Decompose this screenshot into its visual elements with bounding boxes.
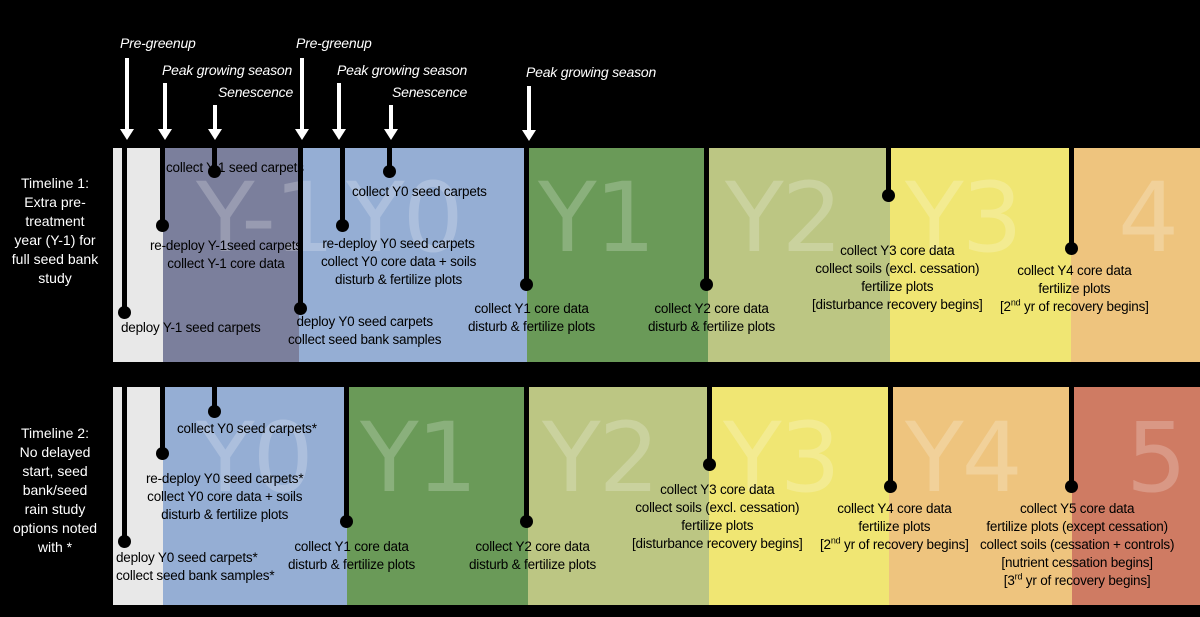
year-label-y4: Y4 [905, 402, 1023, 514]
year-label-y1: Y1 [538, 162, 656, 274]
pin [212, 387, 217, 410]
pin [704, 148, 709, 283]
note-redeploy-y0: re-deploy Y0 seed carpets collect Y0 core… [321, 236, 477, 287]
year-label-5: 5 [1126, 402, 1187, 514]
note-y3-core-data: collect Y3 core data collect soils (excl.… [812, 243, 983, 312]
year-label-y1: Y1 [360, 402, 478, 514]
down-arrow-icon [332, 83, 346, 140]
pin-dot [156, 219, 169, 232]
band-y-1 [163, 148, 299, 362]
pin-dot [294, 302, 307, 315]
down-arrow-icon [295, 58, 309, 140]
band-y1 [347, 387, 528, 605]
band-y0 [163, 387, 347, 605]
band-y4 [889, 387, 1072, 605]
pin-dot [882, 189, 895, 202]
note-y1-core-data: collect Y1 core data disturb & fertilize … [468, 301, 596, 334]
note-deploy-y-1-carpets: deploy Y-1 seed carpets [121, 320, 261, 335]
pin [1069, 387, 1074, 485]
pre-greenup-header-2: Pre-greenup [296, 35, 372, 51]
pin-dot [383, 165, 396, 178]
pin [524, 148, 529, 283]
pin [524, 387, 529, 520]
pin-dot [156, 447, 169, 460]
band-y5 [1072, 387, 1200, 605]
note-y2-core-data: collect Y2 core data disturb & fertilize … [648, 301, 776, 334]
note-collect-y-1-carpets: collect Y-1 seed carpets [166, 160, 304, 175]
pre-greenup-header-1: Pre-greenup [120, 35, 196, 51]
pin [707, 387, 712, 463]
pin [340, 148, 345, 224]
note-y1-core-data: collect Y1 core data disturb & fertilize … [288, 539, 416, 572]
year-label-y3: Y3 [905, 162, 1023, 274]
band-y2 [708, 148, 890, 362]
pin-dot [118, 535, 131, 548]
pin-dot [703, 458, 716, 471]
down-arrow-icon [208, 105, 222, 140]
year-label-y-1: Y-1 [196, 162, 335, 274]
pin [387, 148, 392, 170]
pin [122, 387, 127, 540]
down-arrow-icon [158, 83, 172, 140]
pin-dot [336, 219, 349, 232]
pin-dot [700, 278, 713, 291]
band-y4 [1071, 148, 1200, 362]
note-y5-core-data: collect Y5 core data fertilize plots (ex… [980, 501, 1175, 588]
year-label-y2: Y2 [542, 402, 660, 514]
year-label-4: 4 [1118, 162, 1179, 274]
timeline-1-label: Timeline 1: Extra pre-treatment year (Y-1… [11, 175, 99, 286]
pin [212, 148, 217, 170]
note-redeploy-y-1: re-deploy Y-1seed carpets collect Y-1 cor… [150, 238, 302, 271]
pin [888, 387, 893, 485]
pin-dot [520, 278, 533, 291]
note-deploy-y0-carpets: deploy Y0 seed carpets* collect seed bank… [116, 550, 275, 583]
band-y0 [299, 148, 527, 362]
band-y1 [527, 148, 708, 362]
pin-dot [1065, 242, 1078, 255]
pin-dot [1065, 480, 1078, 493]
pin [344, 387, 349, 520]
note-y4-core-data: collect Y4 core data fertilize plots [2n… [820, 501, 969, 552]
band-y2 [528, 387, 709, 605]
pin-dot [118, 306, 131, 319]
note-deploy-y0: deploy Y0 seed carpets collect seed bank … [288, 314, 442, 347]
year-label-y0: Y0 [196, 402, 314, 514]
timeline-2-label: Timeline 2: No delayed start, seed bank/se… [12, 425, 98, 555]
pin-dot [340, 515, 353, 528]
note-redeploy-y0: re-deploy Y0 seed carpets* collect Y0 cor… [146, 471, 304, 522]
pin [160, 148, 165, 224]
band-y3 [890, 148, 1071, 362]
pin [298, 148, 303, 307]
peak-season-header-2: Peak growing season [337, 62, 468, 78]
band-pre [113, 387, 163, 605]
peak-season-header-3: Peak growing season [526, 64, 657, 80]
down-arrow-icon [120, 58, 134, 140]
pin [886, 148, 891, 194]
year-label-y3: Y3 [723, 402, 841, 514]
pin [122, 148, 127, 311]
pin-dot [208, 405, 221, 418]
pin-dot [884, 480, 897, 493]
senescence-header-2: Senescence [392, 84, 468, 100]
note-y2-core-data: collect Y2 core data disturb & fertilize … [469, 539, 597, 572]
band-pre [113, 148, 163, 362]
pin [160, 387, 165, 452]
senescence-header-1: Senescence [218, 84, 294, 100]
pin-dot [520, 515, 533, 528]
pin-dot [208, 165, 221, 178]
band-y3 [709, 387, 889, 605]
pin [1069, 148, 1074, 247]
year-label-y0: Y0 [346, 162, 464, 274]
down-arrow-icon [522, 86, 536, 141]
note-collect-y0-carpets: collect Y0 seed carpets [352, 184, 487, 199]
down-arrow-icon [384, 105, 398, 140]
peak-season-header-1: Peak growing season [162, 62, 293, 78]
note-y4-core-data: collect Y4 core data fertilize plots [2n… [1000, 263, 1149, 314]
note-collect-y0-carpets: collect Y0 seed carpets* [177, 421, 317, 436]
note-y3-core-data: collect Y3 core data collect soils (excl.… [632, 482, 803, 551]
year-label-y2: Y2 [725, 162, 843, 274]
